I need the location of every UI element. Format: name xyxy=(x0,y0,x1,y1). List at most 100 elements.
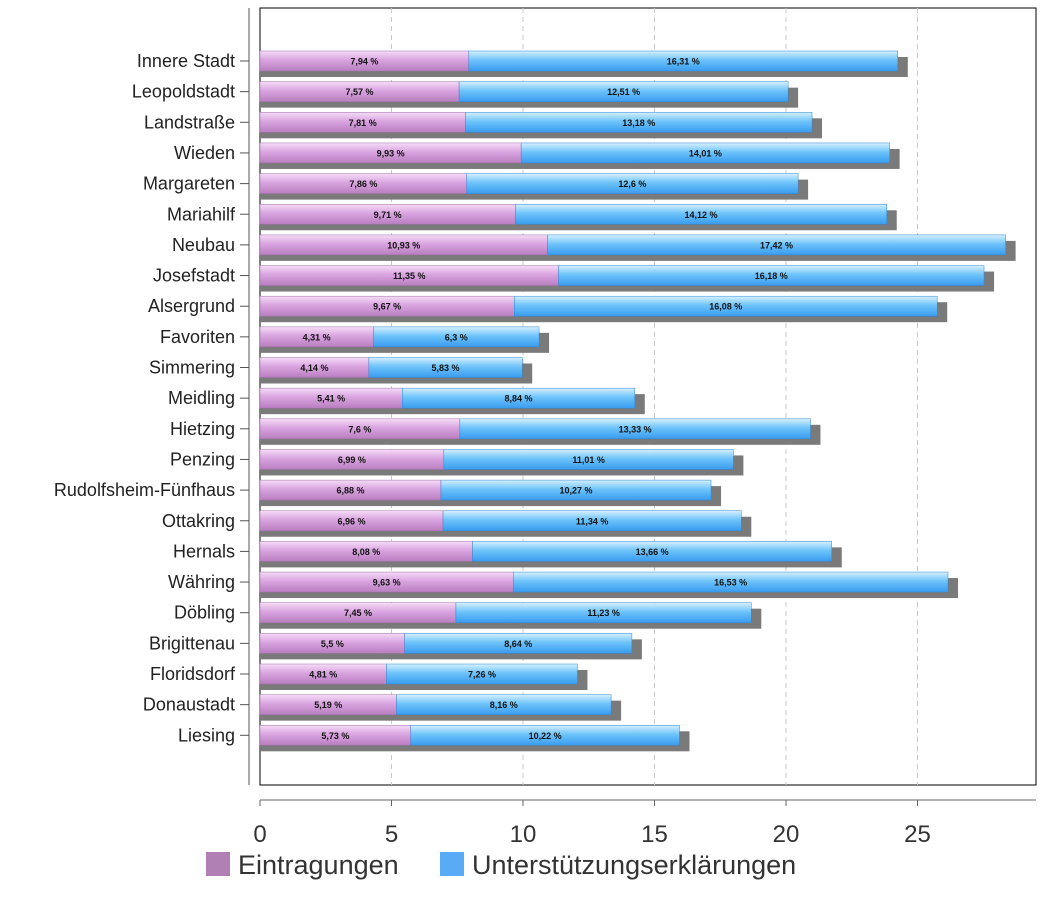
category-label-landstrasse: Landstraße xyxy=(144,112,235,132)
data-label-eintragungen: 9,71 % xyxy=(374,210,402,220)
x-tick-label: 15 xyxy=(641,821,668,848)
data-label-eintragungen: 7,6 % xyxy=(348,424,371,434)
bar-unterstuetzungserklaerungen xyxy=(386,663,578,685)
category-label-rudolfsheim-funfhaus: Rudolfsheim-Fünfhaus xyxy=(54,480,235,500)
bar-unterstuetzungserklaerungen xyxy=(455,602,752,623)
bar-unterstuetzungserklaerungen xyxy=(547,234,1006,256)
data-label-eintragungen: 10,93 % xyxy=(387,240,420,250)
data-label-unterstuetzungserklaerungen: 12,51 % xyxy=(607,87,640,97)
bar-unterstuetzungserklaerungen xyxy=(515,204,887,225)
category-label-wieden: Wieden xyxy=(174,143,235,163)
data-label-eintragungen: 9,67 % xyxy=(373,302,401,312)
legend-swatch-eintragungen xyxy=(206,852,230,876)
category-label-dobling: Döbling xyxy=(174,603,235,623)
bar-unterstuetzungserklaerungen xyxy=(440,479,712,501)
bar-unterstuetzungserklaerungen xyxy=(472,541,833,562)
data-label-eintragungen: 7,57 % xyxy=(346,87,374,97)
x-tick-label: 20 xyxy=(773,821,800,848)
data-label-eintragungen: 6,88 % xyxy=(336,486,364,496)
data-label-unterstuetzungserklaerungen: 13,18 % xyxy=(622,118,655,128)
x-tick-label: 0 xyxy=(253,821,266,848)
bar-unterstuetzungserklaerungen xyxy=(458,81,789,102)
category-label-josefstadt: Josefstadt xyxy=(153,266,235,286)
data-label-unterstuetzungserklaerungen: 6,3 % xyxy=(445,332,468,342)
category-label-leopoldstadt: Leopoldstadt xyxy=(132,82,235,102)
category-label-mariahilf: Mariahilf xyxy=(167,204,236,224)
data-label-eintragungen: 6,96 % xyxy=(338,516,366,526)
bar-unterstuetzungserklaerungen xyxy=(442,510,742,531)
data-label-eintragungen: 5,41 % xyxy=(317,394,345,404)
data-label-eintragungen: 9,93 % xyxy=(377,148,405,158)
data-label-unterstuetzungserklaerungen: 11,23 % xyxy=(587,608,620,618)
data-label-eintragungen: 8,08 % xyxy=(352,547,380,557)
x-tick-label: 25 xyxy=(904,821,931,848)
bar-unterstuetzungserklaerungen xyxy=(402,387,636,409)
bar-unterstuetzungserklaerungen xyxy=(513,571,949,593)
bar-unterstuetzungserklaerungen xyxy=(514,295,938,317)
bar-unterstuetzungserklaerungen xyxy=(466,173,799,194)
data-label-eintragungen: 9,63 % xyxy=(373,578,401,588)
data-label-unterstuetzungserklaerungen: 8,64 % xyxy=(504,639,532,649)
data-label-unterstuetzungserklaerungen: 16,18 % xyxy=(755,271,788,281)
data-label-eintragungen: 7,86 % xyxy=(349,179,377,189)
data-label-unterstuetzungserklaerungen: 17,42 % xyxy=(760,240,793,250)
data-label-eintragungen: 4,14 % xyxy=(300,363,328,373)
category-label-hernals: Hernals xyxy=(173,541,235,561)
data-label-unterstuetzungserklaerungen: 13,66 % xyxy=(636,547,669,557)
bar-unterstuetzungserklaerungen xyxy=(465,112,813,133)
category-label-simmering: Simmering xyxy=(149,358,235,378)
data-label-unterstuetzungserklaerungen: 14,01 % xyxy=(689,148,722,158)
category-label-ottakring: Ottakring xyxy=(162,511,235,531)
bar-unterstuetzungserklaerungen xyxy=(468,50,899,72)
bars-layer: 7,94 % 16,31 % 7,57 % 12,51 % 7,81 % 13,18 % 9… xyxy=(259,50,1016,752)
legend: Eintragungen Unterstützungserklärungen xyxy=(206,850,796,880)
data-label-eintragungen: 7,45 % xyxy=(344,608,372,618)
category-label-margareten: Margareten xyxy=(143,174,235,194)
bar-unterstuetzungserklaerungen xyxy=(558,265,985,286)
data-label-eintragungen: 5,73 % xyxy=(321,731,349,741)
category-label-alsergrund: Alsergrund xyxy=(148,296,235,316)
legend-label-eintragungen: Eintragungen xyxy=(238,850,399,880)
bar-unterstuetzungserklaerungen xyxy=(373,326,540,348)
data-label-unterstuetzungserklaerungen: 5,83 % xyxy=(432,363,460,373)
category-label-donaustadt: Donaustadt xyxy=(143,695,235,715)
bar-unterstuetzungserklaerungen xyxy=(396,694,612,715)
category-label-liesing: Liesing xyxy=(178,725,235,745)
category-label-neubau: Neubau xyxy=(172,235,235,255)
data-label-eintragungen: 7,94 % xyxy=(350,57,378,67)
data-label-unterstuetzungserklaerungen: 11,01 % xyxy=(572,455,605,465)
legend-swatch-unterstuetzungserklaerungen xyxy=(440,852,464,876)
data-label-eintragungen: 4,31 % xyxy=(303,332,331,342)
bar-unterstuetzungserklaerungen xyxy=(410,725,680,746)
category-labels: Innere Stadt Leopoldstadt Landstraße Wieden… xyxy=(54,51,249,745)
data-label-unterstuetzungserklaerungen: 13,33 % xyxy=(619,424,652,434)
x-tick-label: 5 xyxy=(385,821,398,848)
category-label-meidling: Meidling xyxy=(168,388,235,408)
bar-unterstuetzungserklaerungen xyxy=(368,357,523,378)
data-label-unterstuetzungserklaerungen: 16,08 % xyxy=(709,302,742,312)
data-label-eintragungen: 11,35 % xyxy=(393,271,426,281)
data-label-unterstuetzungserklaerungen: 12,6 % xyxy=(618,179,646,189)
x-axis-ticks: 0 5 10 15 20 25 xyxy=(253,800,931,848)
bar-unterstuetzungserklaerungen xyxy=(520,142,890,164)
category-label-favoriten: Favoriten xyxy=(160,327,235,347)
x-tick-label: 10 xyxy=(510,821,537,848)
data-label-unterstuetzungserklaerungen: 11,34 % xyxy=(576,516,609,526)
data-label-unterstuetzungserklaerungen: 10,22 % xyxy=(529,731,562,741)
category-label-penzing: Penzing xyxy=(170,449,235,469)
data-label-unterstuetzungserklaerungen: 16,31 % xyxy=(667,57,700,67)
data-label-eintragungen: 7,81 % xyxy=(349,118,377,128)
bar-unterstuetzungserklaerungen xyxy=(443,449,734,470)
data-label-unterstuetzungserklaerungen: 8,16 % xyxy=(490,700,518,710)
category-label-innere-stadt: Innere Stadt xyxy=(137,51,235,71)
data-label-unterstuetzungserklaerungen: 14,12 % xyxy=(685,210,718,220)
data-label-eintragungen: 5,5 % xyxy=(321,639,344,649)
data-label-unterstuetzungserklaerungen: 10,27 % xyxy=(559,486,592,496)
data-label-eintragungen: 6,99 % xyxy=(338,455,366,465)
legend-label-unterstuetzungserklaerungen: Unterstützungserklärungen xyxy=(472,850,796,880)
bar-unterstuetzungserklaerungen xyxy=(459,418,811,440)
category-label-brigittenau: Brigittenau xyxy=(149,633,235,653)
data-label-unterstuetzungserklaerungen: 8,84 % xyxy=(505,394,533,404)
data-label-eintragungen: 4,81 % xyxy=(309,670,337,680)
